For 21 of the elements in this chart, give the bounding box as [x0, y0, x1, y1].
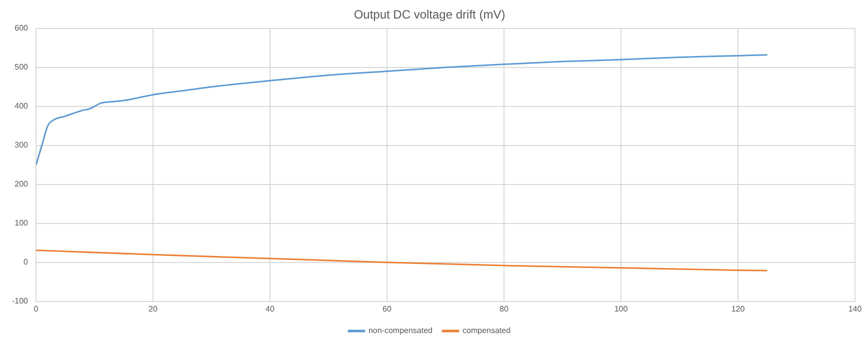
- x-tick-label: 120: [731, 304, 746, 314]
- line-series: [36, 54, 768, 166]
- y-tick-label: 0: [24, 258, 29, 267]
- y-tick-label: 600: [14, 24, 29, 33]
- x-tick-label: 60: [382, 304, 392, 314]
- x-tick-label: 20: [148, 304, 158, 314]
- x-tick-label: 0: [34, 304, 39, 314]
- y-tick-label: 400: [14, 102, 29, 111]
- line-series: [36, 250, 768, 272]
- x-tick-label: 80: [500, 304, 509, 314]
- y-tick-label: 200: [14, 180, 29, 189]
- x-tick-label: 40: [266, 304, 276, 314]
- x-tick-label: 100: [614, 304, 628, 314]
- y-tick-label: 300: [14, 140, 29, 150]
- legend-label: non-compensated: [368, 326, 433, 336]
- y-tick-label: 500: [14, 62, 29, 72]
- x-tick-label: 140: [848, 304, 862, 314]
- y-tick-label: -100: [12, 296, 29, 306]
- y-tick-label: 100: [14, 218, 29, 228]
- chart-title: Output DC voltage drift (mV): [354, 8, 506, 22]
- legend-label: compensated: [462, 326, 511, 336]
